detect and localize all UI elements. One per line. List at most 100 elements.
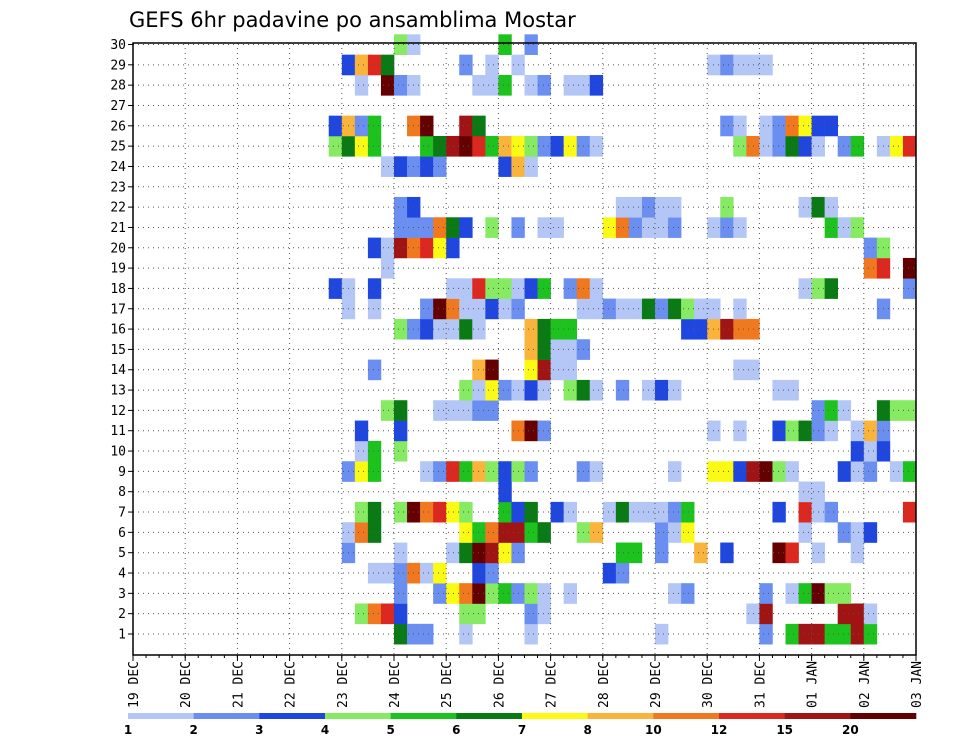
heatmap-cell bbox=[394, 400, 408, 421]
heatmap-cell bbox=[589, 135, 604, 157]
heatmap-cell bbox=[589, 74, 604, 96]
heatmap-cell bbox=[628, 196, 643, 218]
heatmap-cell bbox=[655, 298, 669, 320]
heatmap-cell bbox=[563, 339, 577, 360]
heatmap-cell bbox=[837, 400, 852, 421]
heatmap-cell bbox=[459, 379, 473, 401]
heatmap-cell bbox=[498, 379, 512, 401]
x-tick-label: 30 DEC bbox=[701, 661, 716, 708]
heatmap-cell bbox=[485, 379, 499, 401]
heatmap-cell bbox=[720, 318, 734, 340]
heatmap-cell bbox=[615, 196, 630, 218]
heatmap-cell bbox=[537, 522, 551, 543]
heatmap-cell bbox=[380, 54, 395, 76]
heatmap-cell bbox=[772, 501, 786, 523]
heatmap-cell bbox=[328, 278, 343, 299]
heatmap-cell bbox=[550, 318, 564, 340]
heatmap-cell bbox=[889, 400, 904, 421]
heatmap-cell bbox=[394, 34, 408, 55]
heatmap-cell bbox=[354, 603, 369, 625]
heatmap-cell bbox=[550, 501, 564, 523]
heatmap-cell bbox=[720, 542, 734, 564]
heatmap-cell bbox=[785, 420, 799, 442]
y-tick-label: 25 bbox=[110, 140, 126, 155]
heatmap-cell bbox=[367, 278, 382, 299]
heatmap-cell bbox=[459, 400, 473, 421]
heatmap-cell bbox=[563, 379, 577, 401]
heatmap-cell bbox=[446, 583, 460, 604]
heatmap-cell bbox=[628, 217, 643, 238]
heatmap-cell bbox=[354, 135, 369, 157]
x-tick-label: 03 JAN bbox=[910, 661, 925, 708]
heatmap-cell bbox=[524, 623, 538, 645]
heatmap-cell bbox=[798, 420, 812, 442]
heatmap-cell bbox=[420, 501, 434, 523]
heatmap-cell bbox=[798, 501, 812, 523]
heatmap-cell bbox=[433, 135, 447, 157]
heatmap-cell bbox=[394, 583, 408, 604]
heatmap-cell bbox=[498, 278, 512, 299]
heatmap-cell bbox=[668, 522, 682, 543]
heatmap-cell bbox=[420, 237, 434, 259]
heatmap-cell bbox=[354, 54, 369, 76]
heatmap-cell bbox=[798, 522, 812, 543]
heatmap-cell bbox=[394, 156, 408, 177]
y-tick-label: 7 bbox=[118, 506, 126, 521]
x-tick-label: 20 DEC bbox=[179, 661, 194, 708]
heatmap-cell bbox=[850, 623, 865, 645]
heatmap-cell bbox=[720, 217, 734, 238]
heatmap-cell bbox=[563, 583, 577, 604]
heatmap-cell bbox=[485, 74, 499, 96]
grid-lines bbox=[132, 43, 917, 655]
heatmap-cell bbox=[563, 135, 577, 157]
heatmap-cell bbox=[354, 420, 369, 442]
y-tick-label: 27 bbox=[110, 99, 126, 114]
color-legend: 1 2 3 4 5 6 7 8 10 12 15 20 bbox=[124, 713, 917, 737]
heatmap-cell bbox=[524, 583, 538, 604]
heatmap-cell bbox=[655, 196, 669, 218]
heatmap-cell bbox=[563, 278, 577, 299]
heatmap-cell bbox=[759, 54, 773, 76]
heatmap-cell bbox=[485, 298, 499, 320]
heatmap-cell bbox=[446, 501, 460, 523]
heatmap-cell bbox=[537, 74, 551, 96]
heatmap-cell bbox=[615, 542, 630, 564]
heatmap-cell bbox=[668, 461, 682, 482]
heatmap-cell bbox=[459, 623, 473, 645]
heatmap-cell bbox=[537, 339, 551, 360]
heatmap-cell bbox=[394, 237, 408, 259]
heatmap-cell bbox=[668, 298, 682, 320]
heatmap-cell bbox=[524, 156, 538, 177]
heatmap-cell bbox=[824, 196, 838, 218]
heatmap-cell bbox=[798, 583, 812, 604]
heatmap-cell bbox=[902, 278, 917, 299]
heatmap-cell bbox=[394, 217, 408, 238]
legend-swatch bbox=[784, 713, 851, 719]
heatmap-cell bbox=[694, 542, 708, 564]
heatmap-cell bbox=[446, 135, 460, 157]
heatmap-cell bbox=[420, 318, 434, 340]
heatmap-cell bbox=[485, 562, 499, 584]
heatmap-cell bbox=[733, 298, 747, 320]
heatmap-cell bbox=[394, 562, 408, 584]
heatmap-cell bbox=[772, 420, 786, 442]
y-tick-label: 9 bbox=[118, 465, 126, 480]
legend-swatch bbox=[128, 713, 194, 719]
heatmap-cell bbox=[602, 501, 617, 523]
heatmap-cell bbox=[485, 583, 499, 604]
heatmap-cell bbox=[902, 257, 917, 279]
heatmap-cell bbox=[498, 481, 512, 503]
y-tick-label: 21 bbox=[110, 221, 126, 236]
heatmap-cell bbox=[524, 34, 538, 55]
heatmap-cell bbox=[563, 74, 577, 96]
y-tick-label: 2 bbox=[118, 607, 126, 622]
heatmap-cell bbox=[367, 562, 382, 584]
heatmap-cell bbox=[433, 217, 447, 238]
y-tick-label: 30 bbox=[110, 38, 126, 53]
heatmap-cell bbox=[837, 623, 852, 645]
heatmap-cell bbox=[537, 603, 551, 625]
heatmap-cell bbox=[328, 135, 343, 157]
heatmap-cell bbox=[824, 501, 838, 523]
x-tick-label: 25 DEC bbox=[440, 661, 455, 708]
heatmap-cell bbox=[498, 501, 512, 523]
